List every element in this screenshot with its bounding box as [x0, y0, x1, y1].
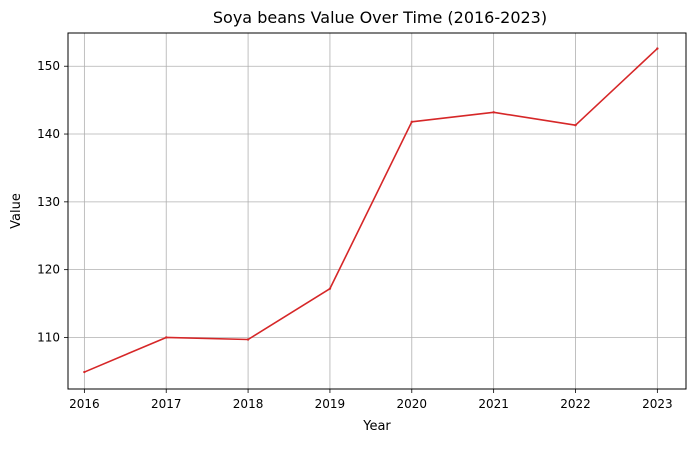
x-tick-label: 2018	[233, 397, 264, 411]
x-tick-label: 2016	[69, 397, 100, 411]
data-point	[83, 370, 86, 374]
y-axis-ticks: 110 120 130 140 150	[37, 59, 68, 344]
y-tick-label: 150	[37, 59, 60, 73]
data-point	[492, 111, 495, 114]
x-tick-label: 2022	[560, 397, 591, 411]
series-layer	[83, 47, 659, 374]
x-axis-label: Year	[362, 419, 391, 434]
y-axis-label: Value	[9, 193, 24, 229]
y-tick-label: 110	[37, 330, 60, 344]
chart-title: Soya beans Value Over Time (2016-2023)	[213, 8, 547, 27]
data-point	[165, 336, 168, 339]
x-tick-label: 2023	[642, 397, 673, 411]
x-axis-ticks: 2016 2017 2018 2019 2020 2021 2022 2023	[69, 389, 673, 411]
x-tick-label: 2019	[315, 397, 346, 411]
data-point	[246, 338, 250, 341]
data-point	[574, 124, 577, 127]
plot-area-frame	[67, 32, 687, 390]
x-tick-label: 2021	[478, 397, 509, 411]
x-tick-label: 2020	[397, 397, 428, 411]
data-point	[656, 47, 659, 50]
y-tick-label: 120	[37, 263, 60, 277]
x-tick-label: 2017	[151, 397, 182, 411]
y-tick-label: 140	[37, 127, 60, 141]
y-tick-label: 130	[37, 195, 60, 209]
series-line-0	[83, 47, 659, 373]
data-point	[328, 287, 332, 290]
data-point	[410, 120, 413, 124]
